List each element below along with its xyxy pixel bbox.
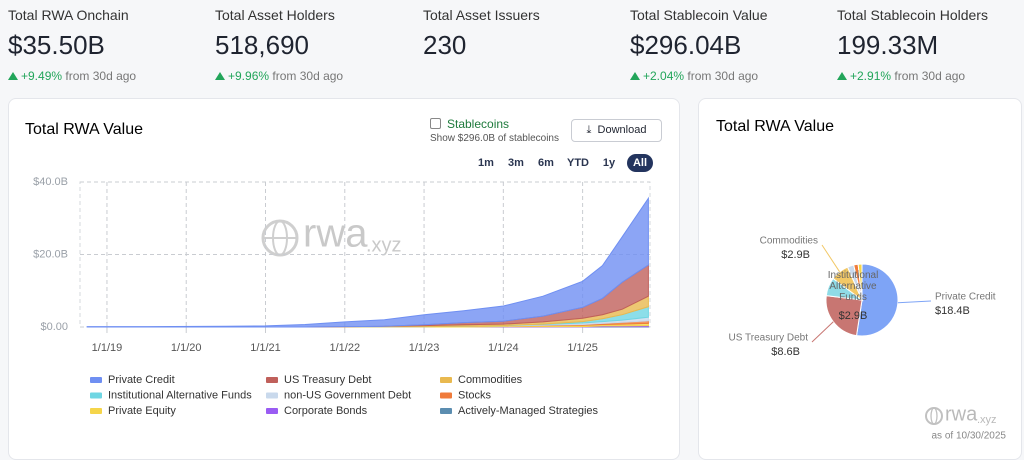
x-tick-label: 1/1/25: [567, 342, 598, 354]
x-tick-label: 1/1/24: [488, 342, 519, 354]
x-tick-label: 1/1/20: [171, 342, 202, 354]
pie-label-box: Institutional Alternative Funds: [825, 270, 881, 310]
pie-value-label: $8.6B: [771, 346, 800, 358]
legend-label: US Treasury Debt: [284, 374, 371, 386]
legend-label: Stocks: [458, 389, 492, 401]
x-tick-label: 1/1/19: [92, 342, 123, 354]
chart-title: Total RWA Value: [716, 118, 834, 135]
legend-swatch: [440, 408, 452, 414]
legend-swatch: [90, 377, 102, 383]
pie-label: Private Credit: [935, 292, 996, 303]
legend-label: Commodities: [458, 374, 523, 386]
legend-label: Private Credit: [108, 374, 175, 386]
legend-label: Corporate Bonds: [284, 405, 368, 417]
x-tick-label: 1/1/21: [250, 342, 281, 354]
leader-line: [822, 245, 840, 272]
legend-label: Actively-Managed Strategies: [458, 405, 599, 417]
chart-title: Total RWA Value: [25, 121, 143, 138]
y-tick-label: $20.0B: [33, 248, 68, 260]
legend-swatch: [266, 393, 278, 399]
pie-value-label: $18.4B: [935, 305, 970, 317]
x-tick-label: 1/1/22: [329, 342, 360, 354]
legend-swatch: [440, 377, 452, 383]
legend-label: Institutional Alternative Funds: [108, 389, 252, 401]
pie-label: US Treasury Debt: [729, 333, 809, 344]
watermark-name: rwa: [303, 212, 368, 256]
legend-label: non-US Government Debt: [284, 389, 411, 401]
area: [87, 198, 648, 327]
watermark-domain: .xyz: [366, 234, 402, 256]
y-tick-label: $40.0B: [33, 176, 68, 188]
legend-label: Private Equity: [108, 405, 176, 417]
legend-swatch: [266, 377, 278, 383]
logo-domain: .xyz: [977, 414, 997, 426]
legend-swatch: [90, 408, 102, 414]
pie-value-label: $2.9B: [781, 249, 810, 261]
pie-label: Institutional Alternative Funds: [825, 270, 881, 303]
pie-value-label: $2.9B: [839, 310, 868, 322]
logo-name: rwa: [945, 403, 978, 425]
leader-line: [898, 301, 931, 303]
leader-line: [812, 322, 833, 342]
watermark: rwa .xyz: [263, 212, 402, 257]
y-tick-label: $0.00: [40, 321, 68, 333]
legend-swatch: [266, 408, 278, 414]
logo: rwa .xyz: [926, 403, 997, 426]
legend-swatch: [440, 393, 452, 399]
pie-label: Commodities: [760, 236, 818, 247]
as-of: as of 10/30/2025: [931, 431, 1006, 442]
legend-swatch: [90, 393, 102, 399]
x-tick-label: 1/1/23: [409, 342, 440, 354]
